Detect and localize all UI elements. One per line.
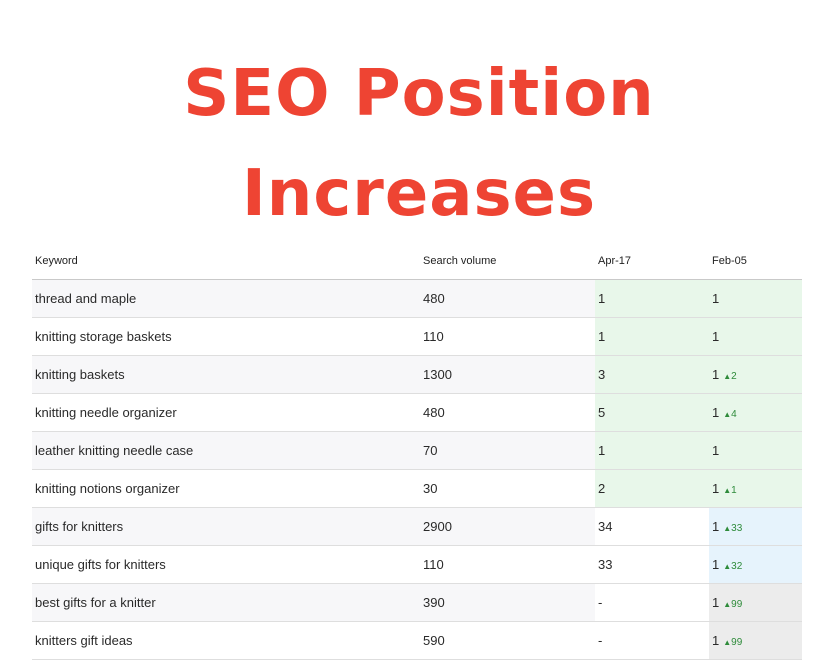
feb-05-position-cell: 1 ▲99 [709, 583, 802, 622]
feb-05-position-cell: 1 [709, 317, 802, 356]
position-change: ▲2 [723, 371, 736, 382]
search-volume-cell: 590 [420, 621, 595, 660]
apr-17-position-cell: 2 [595, 469, 709, 508]
position-change-value: 33 [731, 523, 743, 534]
feb-05-position: 1 [712, 519, 720, 534]
keyword-ranking-table: Keyword Search volume Apr-17 Feb-05 thre… [32, 242, 802, 660]
page-title-line-2: Increases [241, 157, 597, 231]
keyword-cell: leather knitting needle case [32, 431, 420, 470]
table-row: knitting baskets 1300 3 1 ▲2 [32, 355, 802, 394]
table-row: thread and maple 480 1 1 [32, 279, 802, 318]
feb-05-position-cell: 1 ▲99 [709, 621, 802, 660]
apr-17-position-cell: 1 [595, 431, 709, 470]
table-row: gifts for knitters 2900 34 1 ▲33 [32, 507, 802, 546]
apr-17-position-cell: 3 [595, 355, 709, 394]
position-change-value: 32 [731, 561, 743, 572]
position-change: ▲1 [723, 485, 736, 496]
search-volume-cell: 1300 [420, 355, 595, 394]
apr-17-position-cell: - [595, 621, 709, 660]
table-row: knitters gift ideas 590 - 1 ▲99 [32, 621, 802, 660]
feb-05-position-cell: 1 ▲4 [709, 393, 802, 432]
header-keyword[interactable]: Keyword [32, 242, 420, 280]
keyword-cell: best gifts for a knitter [32, 583, 420, 622]
page-title-line-1: SEO Position [183, 57, 655, 131]
feb-05-position: 1 [712, 405, 720, 420]
apr-17-position-cell: - [595, 583, 709, 622]
keyword-cell: unique gifts for knitters [32, 545, 420, 584]
keyword-cell: knitting baskets [32, 355, 420, 394]
search-volume-cell: 30 [420, 469, 595, 508]
position-change-value: 2 [731, 371, 737, 382]
search-volume-cell: 110 [420, 545, 595, 584]
feb-05-position-cell: 1 ▲33 [709, 507, 802, 546]
feb-05-position: 1 [712, 329, 720, 344]
table-row: knitting notions organizer 30 2 1 ▲1 [32, 469, 802, 508]
up-triangle-icon: ▲ [723, 600, 732, 609]
position-change-value: 1 [731, 485, 737, 496]
search-volume-cell: 70 [420, 431, 595, 470]
table-row: knitting needle organizer 480 5 1 ▲4 [32, 393, 802, 432]
up-triangle-icon: ▲ [723, 486, 732, 495]
table-row: leather knitting needle case 70 1 1 [32, 431, 802, 470]
position-change: ▲99 [723, 599, 742, 610]
feb-05-position-cell: 1 ▲2 [709, 355, 802, 394]
keyword-cell: gifts for knitters [32, 507, 420, 546]
keyword-cell: thread and maple [32, 279, 420, 318]
table-row: best gifts for a knitter 390 - 1 ▲99 [32, 583, 802, 622]
position-change-value: 99 [731, 637, 743, 648]
apr-17-position-cell: 5 [595, 393, 709, 432]
search-volume-cell: 2900 [420, 507, 595, 546]
search-volume-cell: 110 [420, 317, 595, 356]
up-triangle-icon: ▲ [723, 524, 732, 533]
feb-05-position-cell: 1 ▲1 [709, 469, 802, 508]
position-change: ▲32 [723, 561, 742, 572]
position-change: ▲4 [723, 409, 736, 420]
apr-17-position-cell: 34 [595, 507, 709, 546]
up-triangle-icon: ▲ [723, 372, 732, 381]
up-triangle-icon: ▲ [723, 638, 732, 647]
table-row: knitting storage baskets 110 1 1 [32, 317, 802, 356]
apr-17-position-cell: 1 [595, 279, 709, 318]
search-volume-cell: 480 [420, 393, 595, 432]
search-volume-cell: 480 [420, 279, 595, 318]
position-change-value: 4 [731, 409, 737, 420]
position-change: ▲99 [723, 637, 742, 648]
feb-05-position: 1 [712, 367, 720, 382]
position-change-value: 99 [731, 599, 743, 610]
position-change: ▲33 [723, 523, 742, 534]
apr-17-position-cell: 1 [595, 317, 709, 356]
feb-05-position: 1 [712, 291, 720, 306]
keyword-cell: knitting notions organizer [32, 469, 420, 508]
up-triangle-icon: ▲ [723, 562, 732, 571]
up-triangle-icon: ▲ [723, 410, 732, 419]
header-search-volume[interactable]: Search volume [420, 242, 595, 280]
feb-05-position: 1 [712, 443, 720, 458]
keyword-cell: knitters gift ideas [32, 621, 420, 660]
feb-05-position: 1 [712, 633, 720, 648]
table-row: unique gifts for knitters 110 33 1 ▲32 [32, 545, 802, 584]
header-apr-17[interactable]: Apr-17 [595, 242, 709, 280]
table-header-row: Keyword Search volume Apr-17 Feb-05 [32, 242, 802, 280]
keyword-cell: knitting storage baskets [32, 317, 420, 356]
feb-05-position: 1 [712, 595, 720, 610]
feb-05-position-cell: 1 [709, 431, 802, 470]
keyword-cell: knitting needle organizer [32, 393, 420, 432]
feb-05-position: 1 [712, 557, 720, 572]
feb-05-position: 1 [712, 481, 720, 496]
header-feb-05[interactable]: Feb-05 [709, 242, 802, 280]
search-volume-cell: 390 [420, 583, 595, 622]
apr-17-position-cell: 33 [595, 545, 709, 584]
feb-05-position-cell: 1 ▲32 [709, 545, 802, 584]
feb-05-position-cell: 1 [709, 279, 802, 318]
